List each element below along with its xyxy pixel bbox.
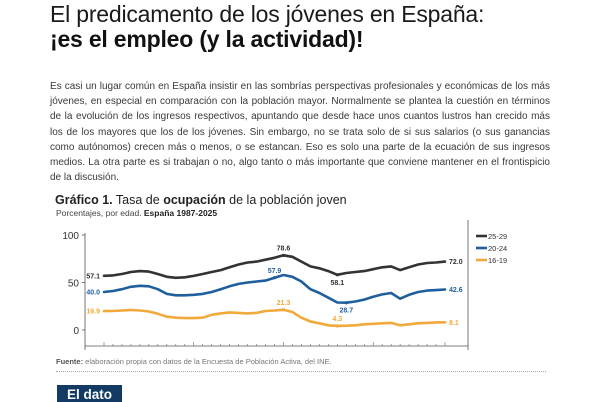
y-tick-label: 0: [73, 326, 79, 337]
chart-labels: 57.1 78.6 58.1 72.0 40.0 57.9 28.7 42.6 19.9 21.3…: [86, 245, 462, 326]
title-line-2: ¡es el empleo (y la actividad)!: [50, 26, 364, 52]
source-note: Fuente: elaboración propia con datos de …: [56, 357, 332, 366]
chart-title-bold: ocupación: [163, 193, 226, 207]
legend-label-16-19: 16-19: [488, 256, 507, 265]
chart-subtitle: Porcentajes, por edad. España 1987-2025: [56, 208, 217, 218]
data-label: 8.1: [449, 320, 459, 327]
chart-title-pre: Tasa de: [112, 193, 164, 207]
data-point-marker: [281, 253, 286, 257]
data-label: 4.3: [332, 316, 342, 323]
data-label: 57.9: [268, 268, 282, 275]
data-point-marker: [335, 273, 339, 277]
chart-title-post: de la población joven: [225, 193, 347, 207]
el-dato-badge: El dato: [57, 385, 123, 402]
y-tick-label: 50: [68, 279, 80, 290]
series-line-25-29: [102, 253, 447, 280]
source-text: elaboración propia con datos de la Encue…: [83, 357, 332, 366]
chart-subtitle-pre: Porcentajes, por edad.: [56, 208, 144, 218]
chart-title: Gráfico 1. Tasa de ocupación de la pobla…: [55, 193, 347, 207]
data-label: 58.1: [331, 280, 345, 287]
data-label: 72.0: [449, 259, 463, 266]
series-line-16-19: [102, 308, 447, 328]
data-point-marker: [344, 301, 348, 305]
data-label: 19.9: [86, 309, 100, 316]
data-label: 42.6: [449, 287, 463, 294]
title-line-1: El predicamento de los jóvenes en España…: [50, 1, 485, 27]
x-tick-label: 2007: [275, 349, 293, 350]
x-tick-label: 1987: [95, 349, 113, 350]
legend-label-25-29: 25-29: [488, 232, 507, 241]
data-point-marker: [335, 324, 339, 328]
x-tick-label: 2017: [364, 349, 382, 350]
legend-label-20-24: 20-24: [488, 244, 507, 253]
data-point-marker: [272, 276, 277, 280]
data-label: 78.6: [277, 245, 291, 252]
dotted-divider: [56, 371, 546, 372]
chart-lines: [102, 253, 447, 328]
chart-number: Gráfico 1.: [55, 193, 113, 207]
line-chart: 0 50 100 1987 1997 2007 2017 2025 57.1 78.6 58.1 7…: [62, 220, 507, 350]
intro-paragraph: Es casi un lugar común en España insisti…: [50, 81, 550, 184]
data-label: 40.0: [86, 290, 100, 297]
chart-legend: 25-29 20-24 16-19: [476, 232, 507, 265]
data-label: 28.7: [339, 308, 353, 315]
x-tick-label: 2025: [436, 349, 454, 350]
chart-subtitle-bold: España 1987-2025: [143, 208, 218, 218]
chart-axes: 0 50 100 1987 1997 2007 2017 2025: [62, 220, 469, 350]
data-point-marker: [281, 308, 286, 312]
y-tick-label: 100: [62, 231, 79, 242]
x-tick-label: 1997: [185, 349, 203, 350]
data-label: 57.1: [86, 273, 100, 280]
source-label: Fuente:: [56, 357, 84, 366]
article-title: El predicamento de los jóvenes en España…: [50, 2, 570, 52]
data-label: 21.3: [277, 300, 291, 307]
